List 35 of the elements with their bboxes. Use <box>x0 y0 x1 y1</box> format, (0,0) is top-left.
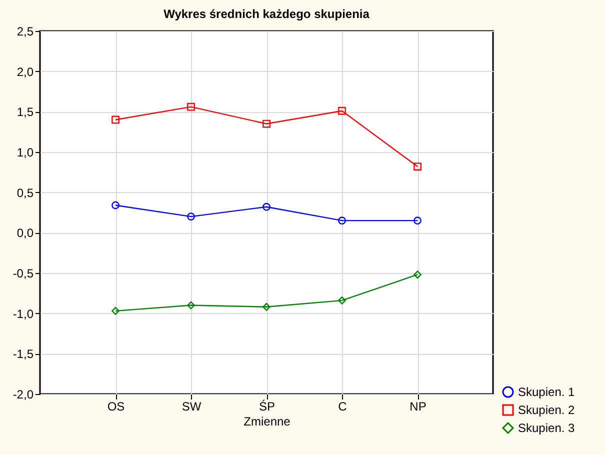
point <box>338 106 346 115</box>
x-tick-label: ŚP <box>258 400 276 414</box>
y-tick-label: -1,5 <box>12 347 34 362</box>
point <box>414 216 422 225</box>
point <box>112 201 120 210</box>
x-tick-label: C <box>338 400 348 414</box>
y-tick-label: -2,0 <box>12 388 34 402</box>
point <box>187 212 195 220</box>
point <box>187 102 195 111</box>
y-tick-label: 0,5 <box>16 186 34 200</box>
point <box>262 202 270 211</box>
legend-label: Skupien. 1 <box>518 385 576 399</box>
y-tick-label: 2,0 <box>16 64 34 79</box>
y-tick-label: -0,5 <box>12 266 34 280</box>
legend-label: Skupien. 2 <box>518 403 576 417</box>
y-tick-label: 2,5 <box>16 24 34 38</box>
point <box>338 296 346 304</box>
point <box>414 162 422 170</box>
y-tick-label: 1,5 <box>16 105 34 120</box>
point <box>112 306 120 315</box>
x-tick-label: SW <box>182 400 202 414</box>
x-tick-label: OS <box>107 400 125 414</box>
y-tick-label: 0,0 <box>16 226 34 240</box>
point <box>414 270 422 279</box>
point <box>262 120 270 128</box>
x-tick-label: NP <box>410 400 426 414</box>
point <box>112 116 120 124</box>
point <box>187 301 195 310</box>
x-axis-title: Zmienne <box>244 414 291 428</box>
y-tick-label: 1,0 <box>16 146 34 160</box>
y-tick-label: -1,0 <box>12 306 34 321</box>
point <box>262 302 270 311</box>
legend-label: Skupien. 3 <box>518 421 576 435</box>
chart-title: Wykres średnich każdego skupienia <box>164 7 370 21</box>
point <box>338 216 346 225</box>
